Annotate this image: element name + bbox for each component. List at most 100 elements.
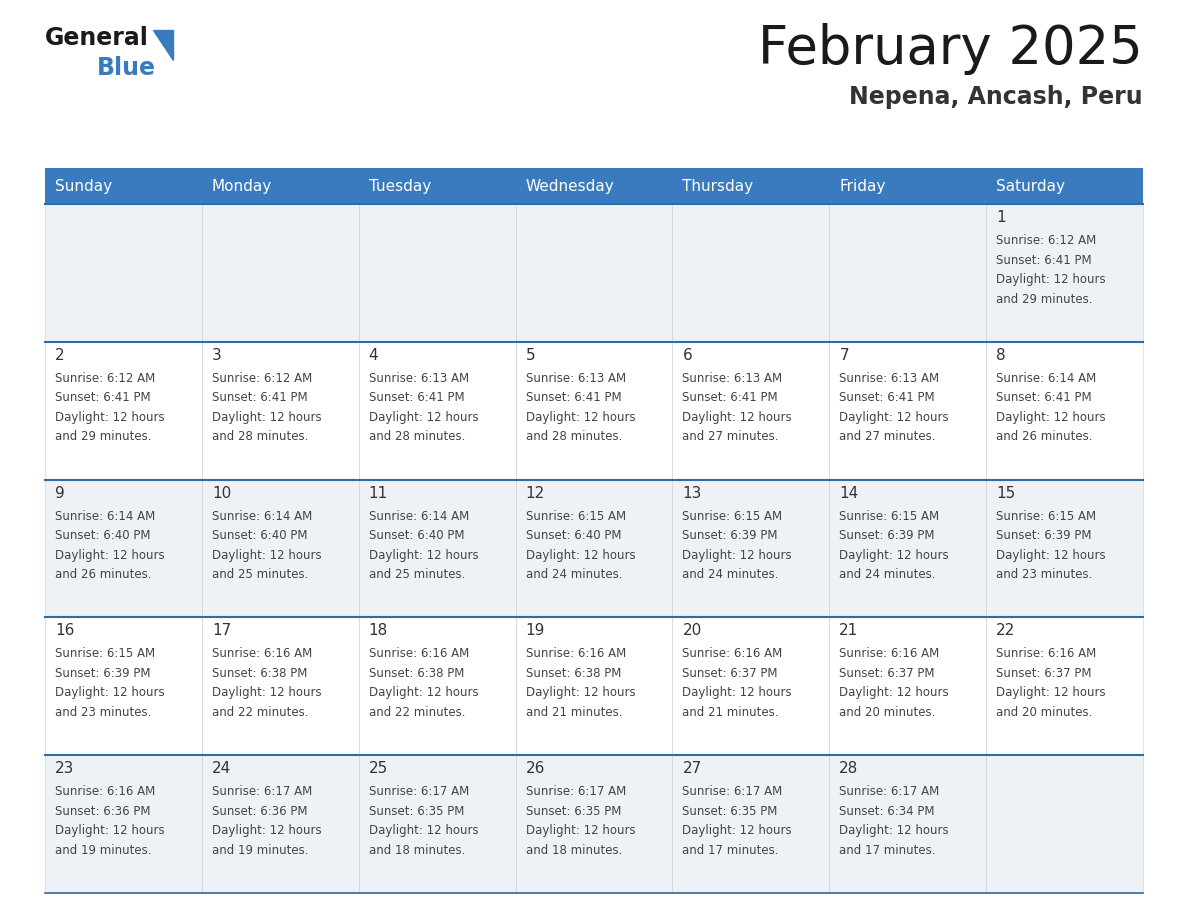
- Text: Monday: Monday: [211, 178, 272, 194]
- Text: 24: 24: [211, 761, 232, 777]
- Text: Daylight: 12 hours: Daylight: 12 hours: [839, 687, 949, 700]
- Text: Sunset: 6:39 PM: Sunset: 6:39 PM: [682, 529, 778, 543]
- Text: 19: 19: [525, 623, 545, 638]
- FancyBboxPatch shape: [829, 756, 986, 893]
- Text: and 25 minutes.: and 25 minutes.: [368, 568, 465, 581]
- Text: and 21 minutes.: and 21 minutes.: [682, 706, 779, 719]
- Text: and 19 minutes.: and 19 minutes.: [55, 844, 152, 856]
- FancyBboxPatch shape: [45, 204, 202, 341]
- Text: Friday: Friday: [839, 178, 886, 194]
- Text: Sunrise: 6:14 AM: Sunrise: 6:14 AM: [55, 509, 156, 522]
- FancyBboxPatch shape: [986, 479, 1143, 618]
- FancyBboxPatch shape: [202, 204, 359, 341]
- Text: Daylight: 12 hours: Daylight: 12 hours: [55, 549, 165, 562]
- Text: 9: 9: [55, 486, 65, 500]
- Text: Sunrise: 6:16 AM: Sunrise: 6:16 AM: [525, 647, 626, 660]
- Text: and 25 minutes.: and 25 minutes.: [211, 568, 308, 581]
- Text: Sunrise: 6:17 AM: Sunrise: 6:17 AM: [839, 785, 940, 798]
- FancyBboxPatch shape: [516, 479, 672, 618]
- FancyBboxPatch shape: [829, 479, 986, 618]
- Text: Sunset: 6:38 PM: Sunset: 6:38 PM: [525, 666, 621, 680]
- Text: 5: 5: [525, 348, 536, 363]
- FancyBboxPatch shape: [516, 204, 672, 341]
- Text: Sunrise: 6:16 AM: Sunrise: 6:16 AM: [997, 647, 1097, 660]
- FancyBboxPatch shape: [986, 341, 1143, 479]
- Text: Sunrise: 6:16 AM: Sunrise: 6:16 AM: [55, 785, 156, 798]
- Text: Daylight: 12 hours: Daylight: 12 hours: [368, 549, 479, 562]
- Text: and 22 minutes.: and 22 minutes.: [211, 706, 309, 719]
- Text: Sunrise: 6:16 AM: Sunrise: 6:16 AM: [682, 647, 783, 660]
- Text: and 24 minutes.: and 24 minutes.: [525, 568, 623, 581]
- Text: Sunrise: 6:17 AM: Sunrise: 6:17 AM: [525, 785, 626, 798]
- FancyBboxPatch shape: [672, 618, 829, 756]
- Text: Sunset: 6:34 PM: Sunset: 6:34 PM: [839, 805, 935, 818]
- Text: Tuesday: Tuesday: [368, 178, 431, 194]
- Text: Daylight: 12 hours: Daylight: 12 hours: [211, 410, 322, 424]
- Text: 27: 27: [682, 761, 702, 777]
- Text: Sunrise: 6:13 AM: Sunrise: 6:13 AM: [368, 372, 469, 385]
- Text: Daylight: 12 hours: Daylight: 12 hours: [368, 687, 479, 700]
- Text: and 27 minutes.: and 27 minutes.: [839, 431, 936, 443]
- Text: Sunrise: 6:13 AM: Sunrise: 6:13 AM: [839, 372, 940, 385]
- Text: Daylight: 12 hours: Daylight: 12 hours: [839, 549, 949, 562]
- Text: Sunrise: 6:13 AM: Sunrise: 6:13 AM: [682, 372, 783, 385]
- Text: Sunset: 6:39 PM: Sunset: 6:39 PM: [997, 529, 1092, 543]
- Text: 11: 11: [368, 486, 388, 500]
- Text: Sunset: 6:41 PM: Sunset: 6:41 PM: [55, 391, 151, 404]
- FancyBboxPatch shape: [829, 618, 986, 756]
- Text: 20: 20: [682, 623, 702, 638]
- Text: 6: 6: [682, 348, 693, 363]
- Text: 16: 16: [55, 623, 75, 638]
- Text: Sunset: 6:40 PM: Sunset: 6:40 PM: [368, 529, 465, 543]
- Text: 18: 18: [368, 623, 388, 638]
- Text: Sunrise: 6:15 AM: Sunrise: 6:15 AM: [839, 509, 940, 522]
- Text: Sunrise: 6:14 AM: Sunrise: 6:14 AM: [368, 509, 469, 522]
- Text: and 26 minutes.: and 26 minutes.: [55, 568, 152, 581]
- Text: Sunset: 6:41 PM: Sunset: 6:41 PM: [839, 391, 935, 404]
- Text: and 18 minutes.: and 18 minutes.: [368, 844, 465, 856]
- Text: 8: 8: [997, 348, 1006, 363]
- Text: and 28 minutes.: and 28 minutes.: [368, 431, 465, 443]
- Text: and 20 minutes.: and 20 minutes.: [997, 706, 1093, 719]
- Text: and 18 minutes.: and 18 minutes.: [525, 844, 623, 856]
- Text: Sunrise: 6:12 AM: Sunrise: 6:12 AM: [55, 372, 156, 385]
- Text: General: General: [45, 26, 148, 50]
- Text: 26: 26: [525, 761, 545, 777]
- Text: Sunrise: 6:14 AM: Sunrise: 6:14 AM: [211, 509, 312, 522]
- Text: Sunset: 6:41 PM: Sunset: 6:41 PM: [368, 391, 465, 404]
- Text: Sunset: 6:40 PM: Sunset: 6:40 PM: [211, 529, 308, 543]
- FancyBboxPatch shape: [516, 756, 672, 893]
- Text: Sunset: 6:39 PM: Sunset: 6:39 PM: [55, 666, 151, 680]
- Text: 14: 14: [839, 486, 859, 500]
- Text: 2: 2: [55, 348, 64, 363]
- Text: Sunrise: 6:17 AM: Sunrise: 6:17 AM: [368, 785, 469, 798]
- FancyBboxPatch shape: [202, 168, 359, 204]
- Text: Daylight: 12 hours: Daylight: 12 hours: [839, 824, 949, 837]
- Text: and 21 minutes.: and 21 minutes.: [525, 706, 623, 719]
- Text: and 26 minutes.: and 26 minutes.: [997, 431, 1093, 443]
- Text: 1: 1: [997, 210, 1006, 225]
- FancyBboxPatch shape: [359, 618, 516, 756]
- Text: 28: 28: [839, 761, 859, 777]
- Text: Sunrise: 6:16 AM: Sunrise: 6:16 AM: [368, 647, 469, 660]
- Text: and 23 minutes.: and 23 minutes.: [55, 706, 151, 719]
- FancyBboxPatch shape: [45, 756, 202, 893]
- FancyBboxPatch shape: [986, 204, 1143, 341]
- Text: Sunrise: 6:15 AM: Sunrise: 6:15 AM: [55, 647, 156, 660]
- Text: Sunrise: 6:15 AM: Sunrise: 6:15 AM: [997, 509, 1097, 522]
- Text: Sunset: 6:38 PM: Sunset: 6:38 PM: [211, 666, 308, 680]
- Text: and 17 minutes.: and 17 minutes.: [839, 844, 936, 856]
- FancyBboxPatch shape: [202, 479, 359, 618]
- Text: Sunrise: 6:17 AM: Sunrise: 6:17 AM: [211, 785, 312, 798]
- Text: Sunrise: 6:12 AM: Sunrise: 6:12 AM: [997, 234, 1097, 247]
- Text: Daylight: 12 hours: Daylight: 12 hours: [997, 549, 1106, 562]
- Text: Daylight: 12 hours: Daylight: 12 hours: [682, 549, 792, 562]
- Text: Saturday: Saturday: [997, 178, 1066, 194]
- Text: Sunrise: 6:16 AM: Sunrise: 6:16 AM: [211, 647, 312, 660]
- Text: Sunset: 6:40 PM: Sunset: 6:40 PM: [525, 529, 621, 543]
- Text: 23: 23: [55, 761, 75, 777]
- Text: Daylight: 12 hours: Daylight: 12 hours: [997, 410, 1106, 424]
- FancyBboxPatch shape: [672, 204, 829, 341]
- Text: Daylight: 12 hours: Daylight: 12 hours: [211, 687, 322, 700]
- FancyBboxPatch shape: [672, 341, 829, 479]
